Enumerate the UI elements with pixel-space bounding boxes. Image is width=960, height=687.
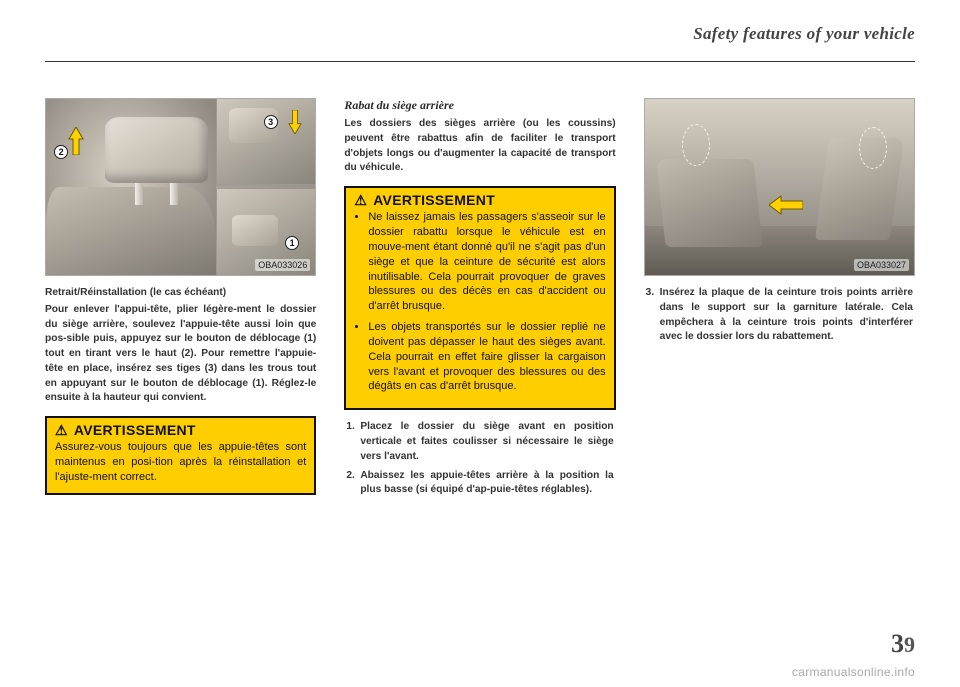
column-3: OBA033027 Insérez la plaque de la ceintu… (644, 98, 915, 502)
figure-code: OBA033026 (255, 259, 310, 271)
content-columns: 2 3 1 OBA033026 Retrait/Réinstallation (… (45, 98, 915, 502)
arrow-side-icon (769, 194, 803, 216)
warning-box-2: ⚠ AVERTISSEMENT Ne laissez jamais les pa… (344, 186, 615, 410)
warning-title-text: AVERTISSEMENT (74, 422, 196, 438)
highlight-oval (859, 127, 887, 169)
warning-triangle-icon: ⚠ (55, 423, 68, 437)
page-number: 39 (891, 629, 915, 659)
step-item: Placez le dossier du siège avant en posi… (346, 420, 613, 464)
col1-subhead: Retrait/Réinstallation (le cas échéant) (45, 286, 316, 301)
highlight-oval (682, 124, 710, 166)
rear-seat-figure: OBA033027 (644, 98, 915, 276)
column-1: 2 3 1 OBA033026 Retrait/Réinstallation (… (45, 98, 316, 502)
arrow-down-icon (288, 110, 302, 134)
headrest-figure: 2 3 1 OBA033026 (45, 98, 316, 276)
col2-steps: Placez le dossier du siège avant en posi… (344, 420, 615, 498)
page-number-value: 9 (904, 632, 915, 657)
column-2: Rabat du siège arrière Les dossiers des … (344, 98, 615, 502)
warning-item: Les objets transportés sur le dossier re… (368, 320, 605, 394)
warning-title: ⚠ AVERTISSEMENT (47, 418, 314, 440)
warning-title: ⚠ AVERTISSEMENT (346, 188, 613, 210)
col3-steps: Insérez la plaque de la ceinture trois p… (644, 286, 915, 345)
step-item: Abaissez les appuie-têtes arrière à la p… (346, 469, 613, 499)
col2-subhead: Rabat du siège arrière (344, 98, 615, 113)
figure-code: OBA033027 (854, 259, 909, 271)
arrow-up-icon (68, 127, 84, 155)
page-header: Safety features of your vehicle (45, 22, 915, 62)
manual-page: Safety features of your vehicle 2 (0, 0, 960, 687)
warning-body: Assurez-vous toujours que les appuie-têt… (47, 440, 314, 493)
chapter-number: 3 (891, 629, 904, 658)
warning-item: Ne laissez jamais les passagers s'asseoi… (368, 210, 605, 314)
warning-triangle-icon: ⚠ (354, 193, 367, 207)
warning-box-1: ⚠ AVERTISSEMENT Assurez-vous toujours qu… (45, 416, 316, 495)
step-item: Insérez la plaque de la ceinture trois p… (646, 286, 913, 345)
callout-3: 3 (264, 115, 278, 129)
section-title: Safety features of your vehicle (693, 24, 915, 44)
watermark: carmanualsonline.info (792, 665, 915, 679)
callout-2: 2 (54, 145, 68, 159)
warning-body: Ne laissez jamais les passagers s'asseoi… (346, 210, 613, 408)
col1-para: Pour enlever l'appui-tête, plier légère-… (45, 303, 316, 406)
col2-intro: Les dossiers des sièges arrière (ou les … (344, 117, 615, 176)
warning-title-text: AVERTISSEMENT (373, 192, 495, 208)
